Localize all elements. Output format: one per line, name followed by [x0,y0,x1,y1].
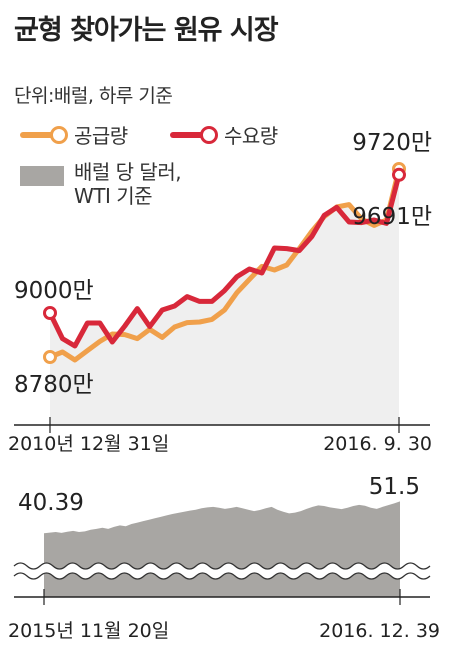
price-start-label: 40.39 [18,490,84,516]
legend-demand-swatch [170,125,218,145]
legend-price-line2: WTI 기준 [74,184,153,208]
demand-start-point [43,306,57,320]
price-area [44,501,400,597]
legend-demand-label: 수요량 [224,124,278,148]
legend-supply-label: 공급량 [74,124,128,148]
price-end-label: 51.5 [369,474,420,500]
legend-price-swatch [20,166,64,186]
bottom-x-end-label: 2016. 12. 39 [319,620,440,642]
supply-start-label: 8780만 [14,372,94,398]
unit-note: 단위:배럴, 하루 기준 [14,85,173,107]
bottom-x-start-label: 2015년 11월 20일 [8,620,169,642]
legend-supply-swatch [20,125,68,145]
demand-end-point [392,167,406,182]
legend-demand: 수요량 [170,120,278,149]
legend-price-line1: 배럴 당 달러, [74,160,182,184]
axis-break-wave-bottom [13,572,431,580]
supply-start-point [43,350,57,364]
demand-end-label: 9691만 [352,204,432,230]
supply-end-label: 9720만 [352,130,432,156]
demand-start-label: 9000만 [14,278,94,304]
chart-title: 균형 찾아가는 원유 시장 [14,15,279,46]
top-x-start-label: 2010년 12월 31일 [8,433,169,455]
top-x-end-label: 2016. 9. 30 [323,433,432,455]
axis-break-band [14,563,430,579]
demand-line [47,172,402,349]
legend-supply: 공급량 [20,120,128,149]
legend-price-label: 배럴 당 달러, WTI 기준 [74,160,182,208]
axis-break-wave-top [13,562,431,570]
